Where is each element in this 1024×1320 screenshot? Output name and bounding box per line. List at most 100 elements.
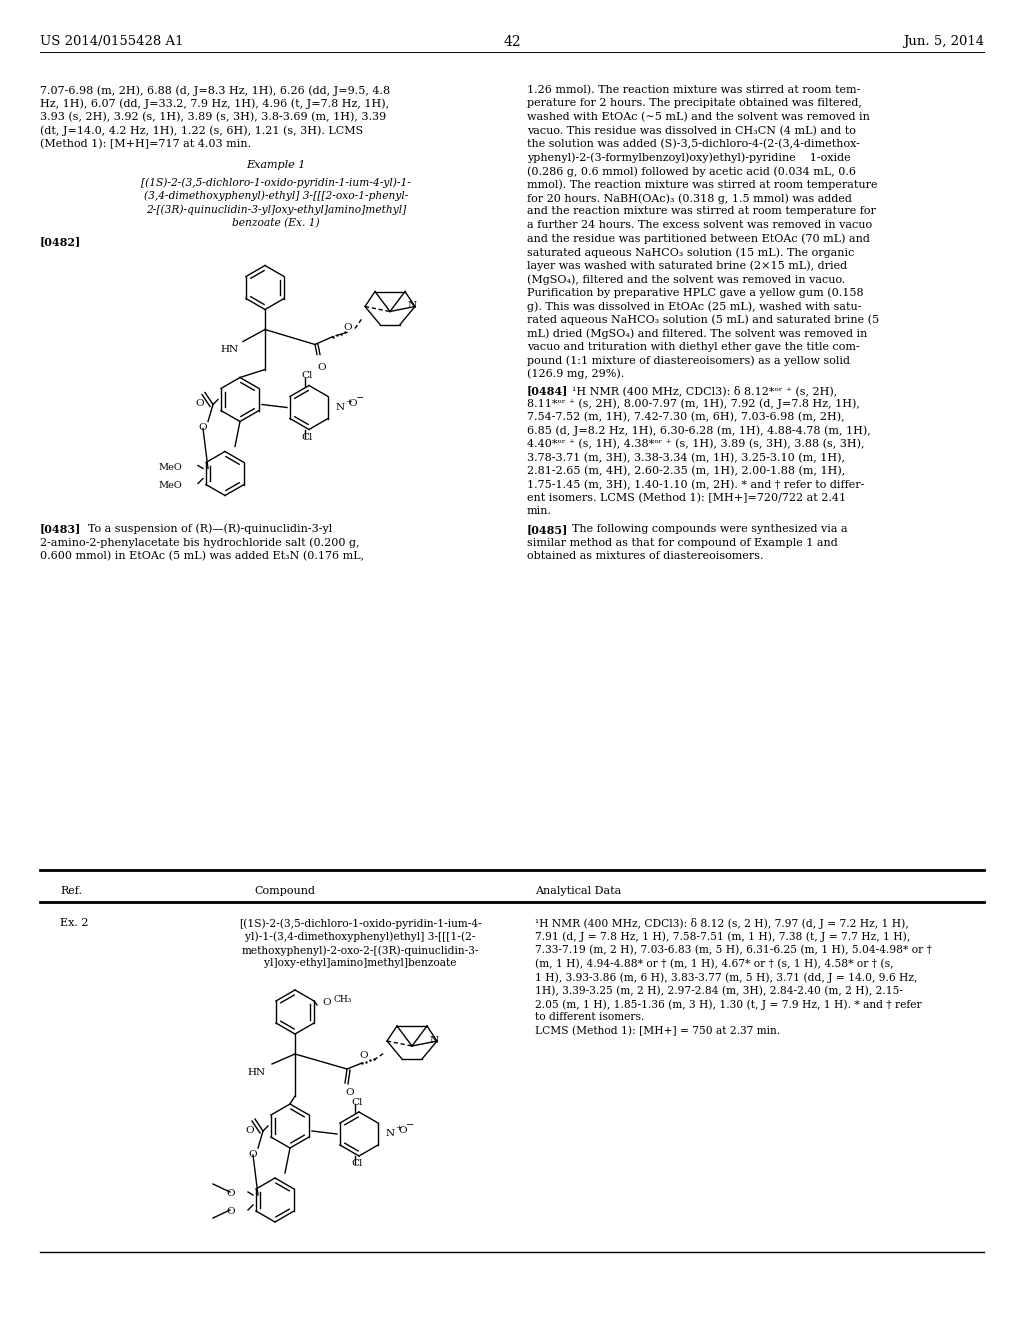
Text: yl)-1-(3,4-dimethoxyphenyl)ethyl] 3-[[[1-(2-: yl)-1-(3,4-dimethoxyphenyl)ethyl] 3-[[[1…	[245, 932, 475, 942]
Text: 2-[(3R)-quinuclidin-3-yl]oxy-ethyl]amino]methyl]: 2-[(3R)-quinuclidin-3-yl]oxy-ethyl]amino…	[145, 205, 407, 215]
Text: Compound: Compound	[255, 886, 315, 896]
Text: 3.78-3.71 (m, 3H), 3.38-3.34 (m, 1H), 3.25-3.10 (m, 1H),: 3.78-3.71 (m, 3H), 3.38-3.34 (m, 1H), 3.…	[527, 453, 845, 463]
Text: O: O	[245, 1126, 254, 1135]
Text: +: +	[395, 1125, 401, 1133]
Text: 8.11*ᵒʳ ⁺ (s, 2H), 8.00-7.97 (m, 1H), 7.92 (d, J=7.8 Hz, 1H),: 8.11*ᵒʳ ⁺ (s, 2H), 8.00-7.97 (m, 1H), 7.…	[527, 399, 860, 409]
Text: N: N	[430, 1036, 439, 1045]
Text: N: N	[386, 1129, 395, 1138]
Text: O: O	[226, 1189, 234, 1199]
Text: O: O	[398, 1126, 407, 1135]
Text: ¹H NMR (400 MHz, CDCl3): δ 8.12 (s, 2 H), 7.97 (d, J = 7.2 Hz, 1 H),: ¹H NMR (400 MHz, CDCl3): δ 8.12 (s, 2 H)…	[535, 917, 908, 929]
Text: N: N	[336, 403, 345, 412]
Text: +: +	[345, 397, 352, 405]
Text: O: O	[322, 998, 331, 1007]
Text: 1 H), 3.93-3.86 (m, 6 H), 3.83-3.77 (m, 5 H), 3.71 (dd, J = 14.0, 9.6 Hz,: 1 H), 3.93-3.86 (m, 6 H), 3.83-3.77 (m, …	[535, 972, 918, 982]
Text: HN: HN	[247, 1068, 265, 1077]
Text: (MgSO₄), filtered and the solvent was removed in vacuo.: (MgSO₄), filtered and the solvent was re…	[527, 275, 846, 285]
Text: 2-amino-2-phenylacetate bis hydrochloride salt (0.200 g,: 2-amino-2-phenylacetate bis hydrochlorid…	[40, 537, 359, 548]
Text: O: O	[348, 400, 356, 408]
Text: O: O	[345, 1088, 353, 1097]
Text: benzoate (Ex. 1): benzoate (Ex. 1)	[232, 218, 319, 228]
Text: Hz, 1H), 6.07 (dd, J=33.2, 7.9 Hz, 1H), 4.96 (t, J=7.8 Hz, 1H),: Hz, 1H), 6.07 (dd, J=33.2, 7.9 Hz, 1H), …	[40, 99, 389, 110]
Text: (m, 1 H), 4.94-4.88* or † (m, 1 H), 4.67* or † (s, 1 H), 4.58* or † (s,: (m, 1 H), 4.94-4.88* or † (m, 1 H), 4.67…	[535, 958, 894, 969]
Text: The following compounds were synthesized via a: The following compounds were synthesized…	[572, 524, 848, 535]
Text: Cl: Cl	[351, 1098, 362, 1107]
Text: mL) dried (MgSO₄) and filtered. The solvent was removed in: mL) dried (MgSO₄) and filtered. The solv…	[527, 327, 867, 338]
Text: similar method as that for compound of Example 1 and: similar method as that for compound of E…	[527, 537, 838, 548]
Text: 1H), 3.39-3.25 (m, 2 H), 2.97-2.84 (m, 3H), 2.84-2.40 (m, 2 H), 2.15-: 1H), 3.39-3.25 (m, 2 H), 2.97-2.84 (m, 3…	[535, 986, 903, 995]
Text: US 2014/0155428 A1: US 2014/0155428 A1	[40, 36, 183, 48]
Text: pound (1:1 mixture of diastereoisomers) as a yellow solid: pound (1:1 mixture of diastereoisomers) …	[527, 355, 850, 366]
Text: 7.54-7.52 (m, 1H), 7.42-7.30 (m, 6H), 7.03-6.98 (m, 2H),: 7.54-7.52 (m, 1H), 7.42-7.30 (m, 6H), 7.…	[527, 412, 845, 422]
Text: [0484]: [0484]	[527, 385, 568, 396]
Text: ¹H NMR (400 MHz, CDCl3): δ 8.12*ᵒʳ ⁺ (s, 2H),: ¹H NMR (400 MHz, CDCl3): δ 8.12*ᵒʳ ⁺ (s,…	[572, 385, 838, 396]
Text: O: O	[195, 400, 204, 408]
Text: (0.286 g, 0.6 mmol) followed by acetic acid (0.034 mL, 0.6: (0.286 g, 0.6 mmol) followed by acetic a…	[527, 166, 856, 177]
Text: To a suspension of (R)—(R)-quinuclidin-3-yl: To a suspension of (R)—(R)-quinuclidin-3…	[88, 524, 332, 535]
Text: 7.33-7.19 (m, 2 H), 7.03-6.83 (m, 5 H), 6.31-6.25 (m, 1 H), 5.04-4.98* or †: 7.33-7.19 (m, 2 H), 7.03-6.83 (m, 5 H), …	[535, 945, 932, 956]
Text: mmol). The reaction mixture was stirred at room temperature: mmol). The reaction mixture was stirred …	[527, 180, 878, 190]
Text: g). This was dissolved in EtOAc (25 mL), washed with satu-: g). This was dissolved in EtOAc (25 mL),…	[527, 301, 861, 312]
Text: min.: min.	[527, 507, 552, 516]
Text: O: O	[226, 1206, 234, 1216]
Text: O: O	[343, 323, 351, 333]
Text: (dt, J=14.0, 4.2 Hz, 1H), 1.22 (s, 6H), 1.21 (s, 3H). LCMS: (dt, J=14.0, 4.2 Hz, 1H), 1.22 (s, 6H), …	[40, 125, 364, 136]
Text: 2.81-2.65 (m, 4H), 2.60-2.35 (m, 1H), 2.00-1.88 (m, 1H),: 2.81-2.65 (m, 4H), 2.60-2.35 (m, 1H), 2.…	[527, 466, 845, 477]
Text: saturated aqueous NaHCO₃ solution (15 mL). The organic: saturated aqueous NaHCO₃ solution (15 mL…	[527, 247, 854, 257]
Text: (126.9 mg, 29%).: (126.9 mg, 29%).	[527, 368, 625, 379]
Text: 1.75-1.45 (m, 3H), 1.40-1.10 (m, 2H). * and † refer to differ-: 1.75-1.45 (m, 3H), 1.40-1.10 (m, 2H). * …	[527, 479, 864, 490]
Text: Ex. 2: Ex. 2	[60, 917, 88, 928]
Text: layer was washed with saturated brine (2×15 mL), dried: layer was washed with saturated brine (2…	[527, 260, 847, 271]
Text: HN: HN	[220, 345, 239, 354]
Text: Purification by preparative HPLC gave a yellow gum (0.158: Purification by preparative HPLC gave a …	[527, 288, 863, 298]
Text: 2.05 (m, 1 H), 1.85-1.36 (m, 3 H), 1.30 (t, J = 7.9 Hz, 1 H). * and † refer: 2.05 (m, 1 H), 1.85-1.36 (m, 3 H), 1.30 …	[535, 999, 922, 1010]
Text: perature for 2 hours. The precipitate obtained was filtered,: perature for 2 hours. The precipitate ob…	[527, 99, 862, 108]
Text: 4.40*ᵒʳ ⁺ (s, 1H), 4.38*ᵒʳ ⁺ (s, 1H), 3.89 (s, 3H), 3.88 (s, 3H),: 4.40*ᵒʳ ⁺ (s, 1H), 4.38*ᵒʳ ⁺ (s, 1H), 3.…	[527, 440, 864, 449]
Text: yphenyl)-2-(3-formylbenzoyl)oxy)ethyl)-pyridine    1-oxide: yphenyl)-2-(3-formylbenzoyl)oxy)ethyl)-p…	[527, 153, 851, 164]
Text: and the residue was partitioned between EtOAc (70 mL) and: and the residue was partitioned between …	[527, 234, 869, 244]
Text: LCMS (Method 1): [MH+] = 750 at 2.37 min.: LCMS (Method 1): [MH+] = 750 at 2.37 min…	[535, 1026, 780, 1036]
Text: [0483]: [0483]	[40, 524, 81, 535]
Text: (3,4-dimethoxyphenyl)-ethyl] 3-[[[2-oxo-1-phenyl-: (3,4-dimethoxyphenyl)-ethyl] 3-[[[2-oxo-…	[143, 190, 409, 201]
Text: 6.85 (d, J=8.2 Hz, 1H), 6.30-6.28 (m, 1H), 4.88-4.78 (m, 1H),: 6.85 (d, J=8.2 Hz, 1H), 6.30-6.28 (m, 1H…	[527, 425, 870, 436]
Text: 7.07-6.98 (m, 2H), 6.88 (d, J=8.3 Hz, 1H), 6.26 (dd, J=9.5, 4.8: 7.07-6.98 (m, 2H), 6.88 (d, J=8.3 Hz, 1H…	[40, 84, 390, 95]
Text: 3.93 (s, 2H), 3.92 (s, 1H), 3.89 (s, 3H), 3.8-3.69 (m, 1H), 3.39: 3.93 (s, 2H), 3.92 (s, 1H), 3.89 (s, 3H)…	[40, 112, 386, 123]
Text: ent isomers. LCMS (Method 1): [MH+]=720/722 at 2.41: ent isomers. LCMS (Method 1): [MH+]=720/…	[527, 492, 846, 503]
Text: MeO: MeO	[158, 480, 181, 490]
Text: 7.91 (d, J = 7.8 Hz, 1 H), 7.58-7.51 (m, 1 H), 7.38 (t, J = 7.7 Hz, 1 H),: 7.91 (d, J = 7.8 Hz, 1 H), 7.58-7.51 (m,…	[535, 932, 910, 942]
Text: Ref.: Ref.	[60, 886, 82, 896]
Text: 1.26 mmol). The reaction mixture was stirred at room tem-: 1.26 mmol). The reaction mixture was sti…	[527, 84, 860, 95]
Text: O: O	[198, 424, 207, 433]
Text: obtained as mixtures of diastereoisomers.: obtained as mixtures of diastereoisomers…	[527, 550, 764, 561]
Text: vacuo. This residue was dissolved in CH₃CN (4 mL) and to: vacuo. This residue was dissolved in CH₃…	[527, 125, 856, 136]
Text: [(1S)-2-(3,5-dichloro-1-oxido-pyridin-1-ium-4-: [(1S)-2-(3,5-dichloro-1-oxido-pyridin-1-…	[239, 917, 481, 928]
Text: and the reaction mixture was stirred at room temperature for: and the reaction mixture was stirred at …	[527, 206, 876, 216]
Text: −: −	[406, 1121, 414, 1130]
Text: vacuo and trituration with diethyl ether gave the title com-: vacuo and trituration with diethyl ether…	[527, 342, 860, 351]
Text: Cl: Cl	[301, 433, 312, 441]
Text: 42: 42	[503, 36, 521, 49]
Text: Analytical Data: Analytical Data	[535, 886, 622, 896]
Text: Cl: Cl	[301, 371, 312, 380]
Text: 0.600 mmol) in EtOAc (5 mL) was added Et₃N (0.176 mL,: 0.600 mmol) in EtOAc (5 mL) was added Et…	[40, 550, 365, 561]
Text: [(1S)-2-(3,5-dichloro-1-oxido-pyridin-1-ium-4-yl)-1-: [(1S)-2-(3,5-dichloro-1-oxido-pyridin-1-…	[141, 177, 411, 187]
Text: methoxyphenyl)-2-oxo-2-[(3R)-quinuclidin-3-: methoxyphenyl)-2-oxo-2-[(3R)-quinuclidin…	[242, 945, 479, 956]
Text: CH₃: CH₃	[333, 995, 351, 1005]
Text: Example 1: Example 1	[247, 161, 306, 170]
Text: O: O	[317, 363, 326, 371]
Text: [0482]: [0482]	[40, 236, 81, 247]
Text: for 20 hours. NaBH(OAc)₃ (0.318 g, 1.5 mmol) was added: for 20 hours. NaBH(OAc)₃ (0.318 g, 1.5 m…	[527, 193, 852, 203]
Text: to different isomers.: to different isomers.	[535, 1012, 644, 1023]
Text: O: O	[248, 1150, 257, 1159]
Text: MeO: MeO	[158, 462, 181, 471]
Text: [0485]: [0485]	[527, 524, 568, 535]
Text: the solution was added (S)-3,5-dichloro-4-(2-(3,4-dimethox-: the solution was added (S)-3,5-dichloro-…	[527, 139, 860, 149]
Text: a further 24 hours. The excess solvent was removed in vacuo: a further 24 hours. The excess solvent w…	[527, 220, 872, 230]
Text: rated aqueous NaHCO₃ solution (5 mL) and saturated brine (5: rated aqueous NaHCO₃ solution (5 mL) and…	[527, 314, 880, 325]
Text: yl]oxy-ethyl]amino]methyl]benzoate: yl]oxy-ethyl]amino]methyl]benzoate	[264, 958, 457, 969]
Text: O: O	[359, 1051, 368, 1060]
Text: Cl: Cl	[351, 1159, 362, 1168]
Text: Jun. 5, 2014: Jun. 5, 2014	[903, 36, 984, 48]
Text: N: N	[408, 301, 417, 310]
Text: washed with EtOAc (∼5 mL) and the solvent was removed in: washed with EtOAc (∼5 mL) and the solven…	[527, 112, 869, 123]
